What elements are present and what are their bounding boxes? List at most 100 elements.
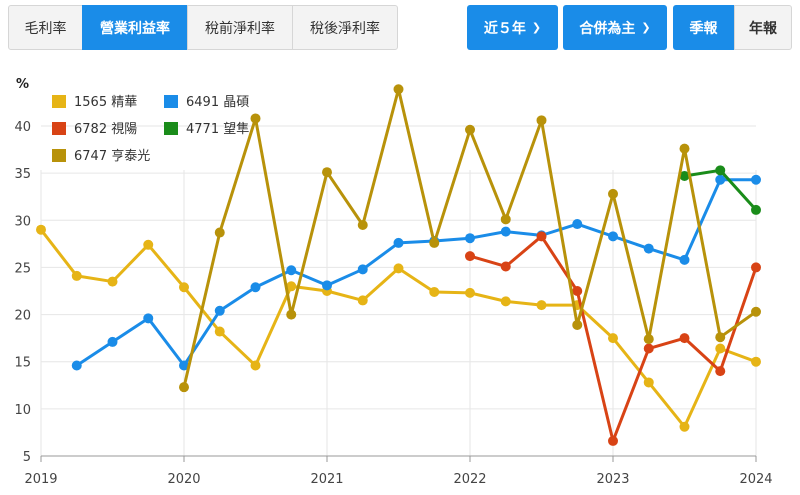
data-point	[429, 237, 440, 248]
quarterly-button[interactable]: 季報	[673, 5, 734, 50]
x-tick-label: 2020	[167, 472, 200, 487]
data-point	[179, 382, 189, 393]
legend-label: 6782 視陽	[74, 122, 137, 137]
data-point	[679, 143, 690, 154]
data-point	[214, 326, 225, 337]
data-point	[214, 227, 225, 238]
consolidation-dropdown-label: 合併為主	[579, 20, 636, 37]
x-tick-label: 2019	[24, 472, 57, 487]
legend-label: 6491 晶碩	[186, 95, 249, 110]
period-dropdown-label: 近５年	[483, 20, 526, 37]
data-point	[322, 286, 332, 296]
data-point	[643, 243, 654, 254]
data-point	[465, 124, 475, 135]
metric-tabs: 毛利率 營業利益率 稅前淨利率 稅後淨利率	[8, 5, 398, 50]
data-point	[465, 233, 475, 244]
data-point	[572, 286, 583, 296]
data-point	[357, 295, 368, 306]
y-tick-label: 35	[14, 167, 31, 182]
data-point	[286, 265, 297, 276]
data-point	[250, 282, 261, 293]
y-tick-label: 40	[14, 120, 31, 135]
consolidation-dropdown[interactable]: 合併為主 ❯	[563, 5, 667, 50]
data-point	[107, 336, 118, 347]
x-tick-label: 2021	[310, 472, 343, 487]
data-point	[536, 230, 547, 241]
data-point	[393, 237, 404, 248]
data-point	[214, 305, 225, 316]
data-point	[643, 343, 654, 354]
data-point	[322, 167, 332, 178]
data-point	[286, 281, 297, 292]
data-point	[179, 360, 189, 371]
y-tick-label: 10	[14, 403, 31, 418]
legend-swatch	[164, 122, 178, 135]
tab-operating-margin[interactable]: 營業利益率	[82, 5, 188, 50]
data-point	[679, 254, 690, 265]
data-point	[143, 239, 154, 250]
data-point	[429, 236, 440, 247]
data-point	[643, 377, 654, 388]
data-point	[536, 231, 547, 242]
data-point	[71, 360, 82, 371]
data-point	[679, 333, 690, 344]
y-tick-label: 15	[14, 356, 31, 371]
x-tick-label: 2023	[596, 472, 629, 487]
y-tick-label: 20	[14, 309, 31, 324]
data-point	[751, 204, 761, 215]
data-point	[608, 231, 618, 242]
tab-pretax-margin[interactable]: 稅前淨利率	[187, 5, 293, 50]
data-point	[715, 343, 726, 354]
data-point	[393, 263, 404, 274]
y-tick-label: 25	[14, 261, 31, 276]
period-dropdown[interactable]: 近５年 ❯	[467, 5, 558, 50]
legend-swatch	[52, 122, 66, 135]
data-point	[500, 226, 511, 237]
series-line-4	[182, 87, 757, 388]
data-point	[715, 332, 726, 343]
chevron-down-icon: ❯	[641, 21, 651, 34]
legend-swatch	[52, 149, 66, 162]
data-point	[608, 333, 618, 344]
data-point	[429, 286, 440, 297]
data-point	[751, 174, 761, 185]
data-point	[71, 270, 82, 281]
data-point	[536, 115, 547, 126]
data-point	[143, 313, 154, 324]
data-point	[500, 296, 511, 307]
data-point	[465, 287, 475, 298]
data-point	[107, 276, 118, 287]
data-point	[357, 220, 368, 230]
legend-label: 6747 亨泰光	[74, 148, 150, 164]
data-point	[322, 280, 332, 291]
series-line-1	[75, 178, 756, 367]
data-point	[751, 356, 761, 367]
data-point	[679, 170, 690, 181]
series-line-0	[39, 228, 757, 429]
tab-net-margin[interactable]: 稅後淨利率	[292, 5, 398, 50]
y-tick-label: 5	[23, 450, 31, 465]
y-axis-label: %	[16, 77, 29, 92]
data-point	[536, 300, 547, 311]
series-line-3	[684, 168, 758, 211]
data-point	[36, 224, 46, 235]
data-point	[608, 435, 618, 446]
series-line-2	[469, 234, 758, 443]
annual-button[interactable]: 年報	[734, 5, 792, 50]
data-point	[572, 219, 583, 230]
data-point	[357, 264, 368, 275]
data-point	[715, 165, 726, 176]
data-point	[643, 334, 654, 345]
chevron-down-icon: ❯	[531, 21, 542, 34]
data-point	[608, 188, 618, 199]
data-point	[500, 214, 511, 225]
legend-label: 1565 精華	[74, 95, 137, 110]
data-point	[572, 319, 583, 330]
data-point	[286, 309, 297, 320]
data-point	[751, 306, 761, 317]
tab-gross-margin[interactable]: 毛利率	[8, 5, 83, 50]
x-tick-label: 2022	[453, 472, 486, 487]
data-point	[572, 300, 583, 311]
data-point	[465, 251, 475, 262]
